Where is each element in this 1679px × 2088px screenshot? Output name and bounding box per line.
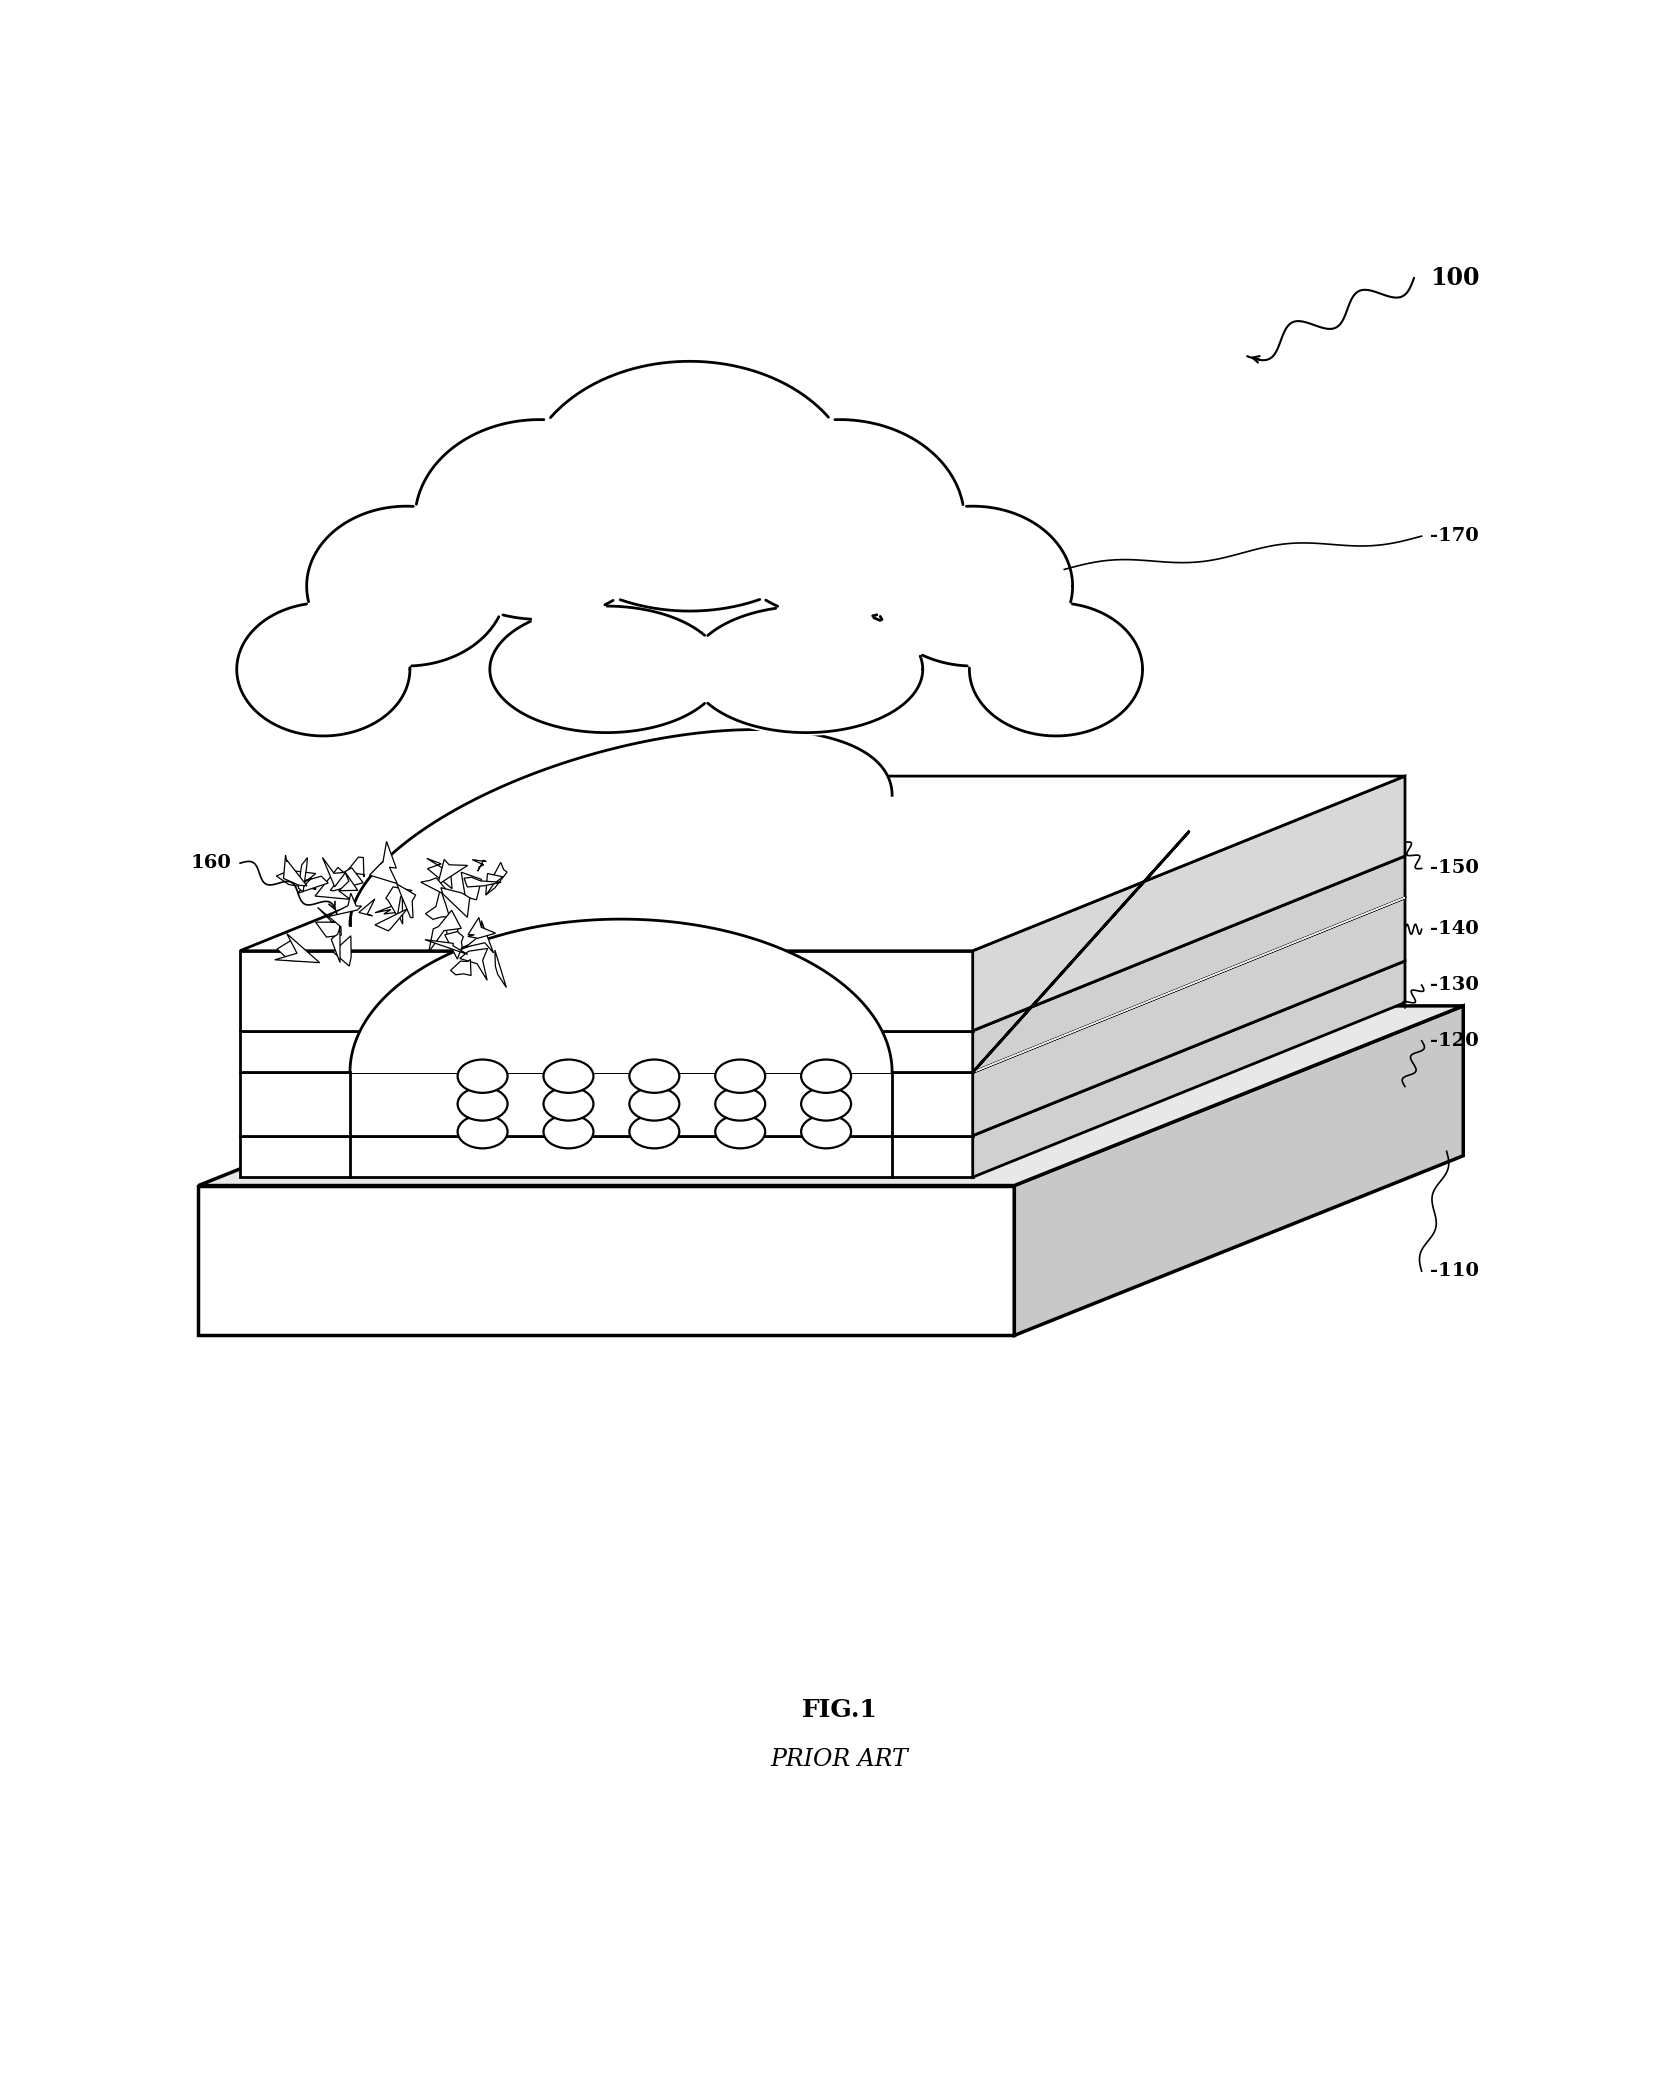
Ellipse shape — [232, 599, 415, 739]
Polygon shape — [240, 777, 1405, 950]
Polygon shape — [1014, 1006, 1464, 1336]
Polygon shape — [438, 860, 468, 885]
Polygon shape — [275, 933, 319, 963]
Polygon shape — [374, 908, 408, 931]
Ellipse shape — [801, 1059, 851, 1092]
Polygon shape — [299, 858, 307, 892]
Ellipse shape — [715, 1088, 766, 1121]
Ellipse shape — [801, 1115, 851, 1148]
Polygon shape — [198, 1006, 1464, 1186]
Ellipse shape — [515, 355, 865, 618]
Polygon shape — [396, 883, 416, 919]
Ellipse shape — [544, 1059, 593, 1092]
Text: -150: -150 — [1431, 860, 1479, 877]
Polygon shape — [198, 1186, 1014, 1336]
Polygon shape — [339, 871, 358, 892]
Polygon shape — [972, 856, 1405, 1073]
Polygon shape — [460, 948, 487, 979]
Polygon shape — [316, 867, 351, 900]
Ellipse shape — [458, 1088, 507, 1121]
Polygon shape — [284, 856, 307, 885]
Polygon shape — [240, 856, 1405, 1031]
Polygon shape — [465, 921, 494, 952]
Text: -170: -170 — [1431, 526, 1479, 545]
Polygon shape — [445, 931, 463, 958]
Polygon shape — [331, 869, 363, 892]
Ellipse shape — [302, 503, 512, 670]
Polygon shape — [472, 860, 487, 871]
Ellipse shape — [868, 503, 1078, 670]
Text: -110: -110 — [1431, 1261, 1479, 1280]
Polygon shape — [442, 887, 470, 917]
Polygon shape — [425, 889, 450, 919]
Polygon shape — [297, 877, 327, 894]
Polygon shape — [359, 900, 374, 917]
Ellipse shape — [630, 1115, 680, 1148]
Ellipse shape — [715, 1115, 766, 1148]
Ellipse shape — [544, 1115, 593, 1148]
Polygon shape — [349, 729, 892, 925]
Polygon shape — [485, 873, 504, 896]
Ellipse shape — [458, 1115, 507, 1148]
Polygon shape — [331, 927, 341, 963]
Ellipse shape — [965, 599, 1147, 739]
Polygon shape — [468, 917, 495, 938]
Polygon shape — [972, 898, 1405, 1136]
Polygon shape — [346, 858, 364, 877]
Polygon shape — [386, 887, 411, 917]
Polygon shape — [326, 894, 361, 917]
Text: -120: -120 — [1431, 1031, 1479, 1050]
Polygon shape — [240, 960, 1405, 1136]
Polygon shape — [972, 831, 1405, 1073]
Polygon shape — [447, 923, 458, 940]
Ellipse shape — [458, 1059, 507, 1092]
Polygon shape — [972, 960, 1405, 1178]
Polygon shape — [277, 940, 309, 960]
Polygon shape — [240, 1136, 972, 1178]
Polygon shape — [426, 858, 452, 889]
Text: 160: 160 — [191, 854, 232, 873]
Text: 100: 100 — [1431, 265, 1481, 290]
Polygon shape — [349, 919, 892, 1073]
Polygon shape — [277, 871, 316, 889]
Polygon shape — [374, 892, 403, 925]
Polygon shape — [495, 950, 507, 988]
Polygon shape — [428, 910, 462, 952]
Ellipse shape — [801, 1088, 851, 1121]
Text: PRIOR ART: PRIOR ART — [771, 1748, 908, 1771]
Polygon shape — [240, 898, 1405, 1073]
Ellipse shape — [630, 1059, 680, 1092]
Text: -130: -130 — [1431, 975, 1479, 994]
Polygon shape — [421, 877, 455, 900]
Polygon shape — [425, 940, 468, 954]
Ellipse shape — [630, 1088, 680, 1121]
Text: FIG.1: FIG.1 — [801, 1698, 878, 1723]
Text: -140: -140 — [1431, 921, 1479, 938]
Polygon shape — [316, 908, 341, 938]
Polygon shape — [462, 873, 482, 900]
Polygon shape — [487, 862, 507, 894]
Polygon shape — [240, 1031, 972, 1073]
Ellipse shape — [715, 1059, 766, 1092]
Polygon shape — [322, 858, 346, 887]
Polygon shape — [240, 950, 972, 1031]
Ellipse shape — [408, 416, 672, 624]
Ellipse shape — [683, 603, 928, 735]
Polygon shape — [450, 960, 472, 975]
Ellipse shape — [709, 416, 970, 624]
Polygon shape — [369, 841, 398, 883]
Ellipse shape — [484, 603, 729, 735]
Ellipse shape — [544, 1088, 593, 1121]
Polygon shape — [972, 777, 1405, 1031]
Polygon shape — [240, 1073, 972, 1136]
Polygon shape — [332, 935, 351, 967]
Polygon shape — [463, 877, 502, 887]
